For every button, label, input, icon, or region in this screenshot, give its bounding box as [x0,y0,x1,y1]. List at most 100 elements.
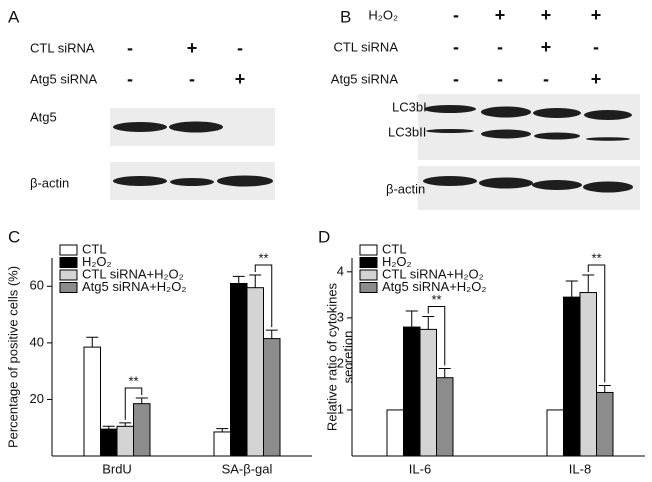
significance-bracket [124,387,143,420]
significance-bracket [427,305,446,366]
bar [246,287,264,457]
band [586,137,630,141]
legend-label: Atg5 siRNA+H₂O₂ [382,279,486,294]
y-axis-label: Percentage of positive cells (%) [5,266,20,448]
legend-swatch [359,269,378,281]
band [584,110,632,120]
sign: + [541,5,552,25]
significance-bracket [587,264,606,383]
sign: - [453,69,459,89]
y-tick-label: 2 [337,355,344,370]
row-label: H₂O₂ [368,7,398,22]
sign: - [497,37,503,57]
error-bar [119,422,132,427]
band [113,122,167,132]
band [532,180,582,190]
band [534,132,580,140]
error-bar [86,336,99,348]
sign: - [237,38,243,58]
legend-swatch [59,244,78,256]
band [424,105,476,113]
bar [230,282,248,457]
error-bar [135,397,148,404]
sign: - [127,69,133,89]
bar [579,292,597,457]
error-bar [249,274,262,288]
row-label: Atg5 siRNA [30,71,98,86]
bar [133,403,151,457]
panel-letter: A [8,7,20,26]
sign: + [187,38,198,58]
sign: + [541,37,552,57]
legend-label: CTL [382,241,407,256]
legend-swatch [359,244,378,256]
annotation: ** [258,250,268,265]
legend-swatch [59,269,78,281]
band [217,175,273,187]
bar [386,409,404,457]
bar [563,296,581,457]
legend-label: CTL siRNA+H₂O₂ [382,266,484,281]
y-tick-label: 1 [337,401,344,416]
legend-swatch [359,282,378,293]
annotation: ** [128,373,138,388]
panel-letter: D [318,227,330,246]
x-tick-label: IL-8 [569,461,591,476]
row-label: CTL siRNA [333,39,398,54]
blot-label: LC3bI [392,99,427,114]
sign: - [127,38,133,58]
error-bar [565,280,578,298]
legend-label: CTL [82,241,107,256]
legend-swatch [59,257,78,268]
band [533,108,581,118]
band [169,121,223,133]
legend-label: H₂O₂ [382,254,412,269]
error-bar [232,275,245,284]
error-bar [216,428,229,432]
error-bar [405,310,418,328]
row-label: CTL siRNA [30,40,95,55]
sign: - [543,69,549,89]
bar [546,409,564,457]
error-bar [102,425,115,430]
panel-letter: B [340,7,351,26]
sign: - [593,37,599,57]
bar [436,377,454,457]
legend-label: H₂O₂ [82,254,112,269]
annotation: ** [591,250,601,265]
sign: - [189,69,195,89]
band [479,177,533,189]
legend-swatch [359,257,378,268]
x-tick-label: IL-6 [409,461,431,476]
sign: + [591,69,602,89]
blot [418,94,640,160]
error-bar [438,368,451,378]
sign: - [453,37,459,57]
sign: + [235,69,246,89]
row-label: Atg5 siRNA [331,71,399,86]
band [113,176,167,186]
panel-letter: C [8,227,20,246]
band [481,106,531,118]
error-bar [598,385,611,393]
sign: + [591,5,602,25]
x-tick-label: BrdU [102,461,132,476]
bar [83,346,101,457]
y-tick-label: 4 [337,263,344,278]
y-axis-label: Relative ratio of cytokines [324,282,339,431]
y-tick-label: 20 [30,391,44,406]
band [583,181,633,193]
band [170,178,214,186]
sign: - [497,69,503,89]
bar [403,326,421,457]
blot-label: β-actin [386,181,425,196]
significance-bracket [254,264,273,328]
error-bar [582,274,595,293]
bar [596,391,614,457]
y-tick-label: 60 [30,278,44,293]
sign: - [453,5,459,25]
sign: + [495,5,506,25]
blot-label: β-actin [30,175,69,190]
legend-label: Atg5 siRNA+H₂O₂ [82,279,186,294]
